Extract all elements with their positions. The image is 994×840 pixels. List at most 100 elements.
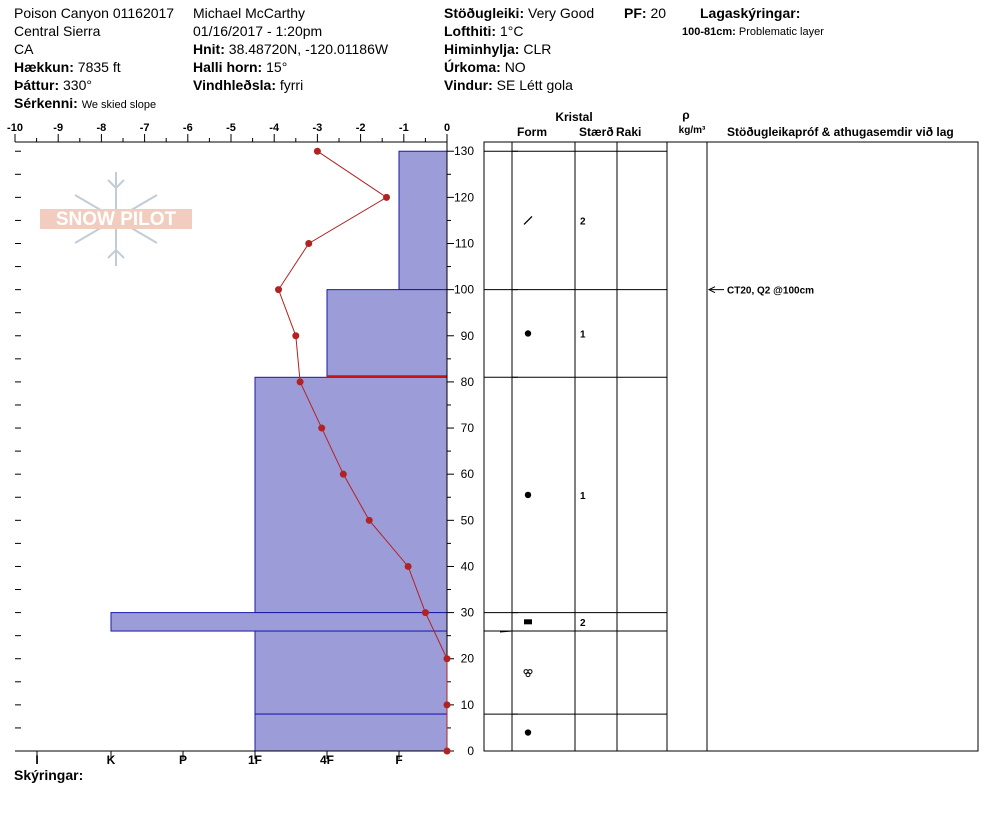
rounded-grain-icon	[524, 330, 532, 337]
depth-connector-line	[499, 630, 513, 633]
stability-label: Stöðugleiki:	[444, 5, 525, 21]
crystal-size-label: 1	[580, 329, 586, 340]
stability-test-result: CT20, Q2 @100cm	[727, 286, 814, 297]
temperature-point	[404, 562, 412, 570]
melt-form-icon	[523, 669, 533, 678]
depth-tick-label: 100	[454, 283, 474, 297]
crystal-size-label: 2	[580, 618, 586, 629]
features-row: Sérkenni: We skied slope	[14, 94, 156, 114]
temp-tick-label: -9	[53, 122, 63, 134]
slope-label: Halli horn:	[193, 59, 263, 75]
depth-tick-label: 120	[454, 190, 474, 204]
depth-tick-label: 10	[461, 698, 475, 712]
stability-row: Stöðugleiki: Very Good	[444, 4, 594, 22]
tests-header: Stöðugleikapróf & athugasemdir við lag	[727, 125, 954, 139]
precipitation-particle-icon	[523, 215, 533, 225]
hardness-layer-2	[254, 376, 448, 614]
site-name: Poison Canyon 01162017	[14, 5, 175, 21]
temp-tick-label: -3	[313, 122, 323, 134]
temp-tick-label: -6	[183, 122, 193, 134]
notes-label: Skýringar:	[14, 767, 84, 783]
sky-label: Himinhylja:	[444, 41, 520, 57]
snowpilot-logo: SNOW PILOT	[40, 172, 192, 266]
moisture-header: Raki	[616, 125, 641, 139]
size-header: Stærð	[579, 125, 614, 139]
layer-note: 100-81cm: Problematic layer	[682, 23, 824, 41]
logo-text: SNOW PILOT	[56, 209, 177, 230]
density-unit: kg/m³	[679, 125, 706, 136]
table-frame	[483, 141, 979, 752]
depth-tick-label: 110	[455, 237, 474, 251]
coords-label: Hnit:	[193, 41, 225, 57]
temperature-point	[275, 286, 283, 294]
aspect-value: 330°	[63, 77, 92, 93]
air-temp-label: Lofthiti:	[444, 23, 497, 39]
crystal-header: Kristal	[555, 110, 592, 124]
temperature-point	[383, 193, 391, 201]
crystal-size-label: 2	[580, 216, 586, 227]
temp-tick-label: -10	[7, 122, 23, 134]
temp-tick-label: -2	[356, 122, 366, 134]
hardness-layer-5	[254, 713, 448, 752]
melt-form-circle	[525, 672, 531, 678]
depth-tick-label: 130	[454, 144, 474, 158]
hardness-tick-label: 1F	[248, 753, 262, 767]
temperature-point	[443, 701, 451, 709]
wind-value: SE Létt gola	[496, 77, 573, 93]
coords-row: Hnit: 38.48720N, -120.01186W	[193, 40, 388, 58]
wind-loading-row: Vindhleðsla: fyrri	[193, 76, 303, 94]
slope-value: 15°	[266, 59, 288, 75]
state-name: CA	[14, 41, 34, 57]
features-value: We skied slope	[81, 99, 157, 111]
elevation-row: Hækkun: 7835 ft	[14, 58, 121, 76]
temperature-profile	[275, 147, 451, 755]
temperature-point	[305, 240, 313, 247]
wind-loading-value: fyrri	[279, 77, 304, 93]
hardness-tick-label: K	[107, 753, 116, 767]
sky-row: Himinhylja: CLR	[444, 40, 551, 58]
precip-value: NO	[504, 59, 526, 75]
temperature-point	[365, 516, 373, 524]
pf-label: PF:	[624, 5, 647, 21]
hardness-layer-1	[326, 289, 448, 378]
layer-note-text: Problematic layer	[738, 26, 824, 38]
temperature-point	[339, 470, 347, 478]
features-label: Sérkenni:	[14, 95, 78, 111]
wind-row: Vindur: SE Létt gola	[444, 76, 573, 94]
hardness-layer-0	[398, 150, 448, 291]
hardness-tick-label: F	[395, 753, 402, 767]
air-temp-row: Lofthiti: 1°C	[444, 22, 523, 40]
crystal-size-label: 1	[580, 491, 586, 502]
layer-note-range: 100-81cm:	[682, 26, 736, 38]
air-temp-value: 1°C	[499, 23, 524, 39]
temperature-point	[313, 147, 321, 155]
temp-tick-label: -4	[269, 122, 280, 134]
hardness-layers	[110, 150, 448, 752]
temp-tick-label: -5	[226, 122, 236, 134]
temperature-point	[318, 424, 326, 432]
test-arrow-icon	[707, 286, 716, 294]
hardness-layer-4	[254, 630, 448, 715]
wind-label: Vindur:	[444, 77, 493, 93]
temperature-line	[277, 150, 448, 751]
depth-tick-label: 60	[461, 467, 475, 481]
depth-tick-label: 20	[461, 652, 475, 666]
depth-tick-label: 90	[461, 329, 475, 343]
depth-tick-label: 70	[461, 421, 475, 435]
temp-tick-label: 0	[444, 122, 450, 134]
temp-tick-label: -1	[399, 122, 409, 134]
depth-tick-label: 80	[461, 375, 475, 389]
form-header: Form	[517, 125, 547, 139]
temp-tick-label: -7	[140, 122, 150, 134]
observer-name: Michael McCarthy	[193, 5, 306, 21]
precip-row: Úrkoma: NO	[444, 58, 526, 76]
rounded-grain-icon	[524, 729, 532, 736]
precip-label: Úrkoma:	[444, 59, 501, 75]
temp-tick-label: -8	[97, 122, 107, 134]
faceted-crystal-icon	[524, 619, 532, 625]
range-name: Central Sierra	[14, 23, 101, 39]
elevation-label: Hækkun:	[14, 59, 74, 75]
temperature-point	[421, 609, 429, 617]
hardness-tick-label: P	[179, 753, 187, 767]
